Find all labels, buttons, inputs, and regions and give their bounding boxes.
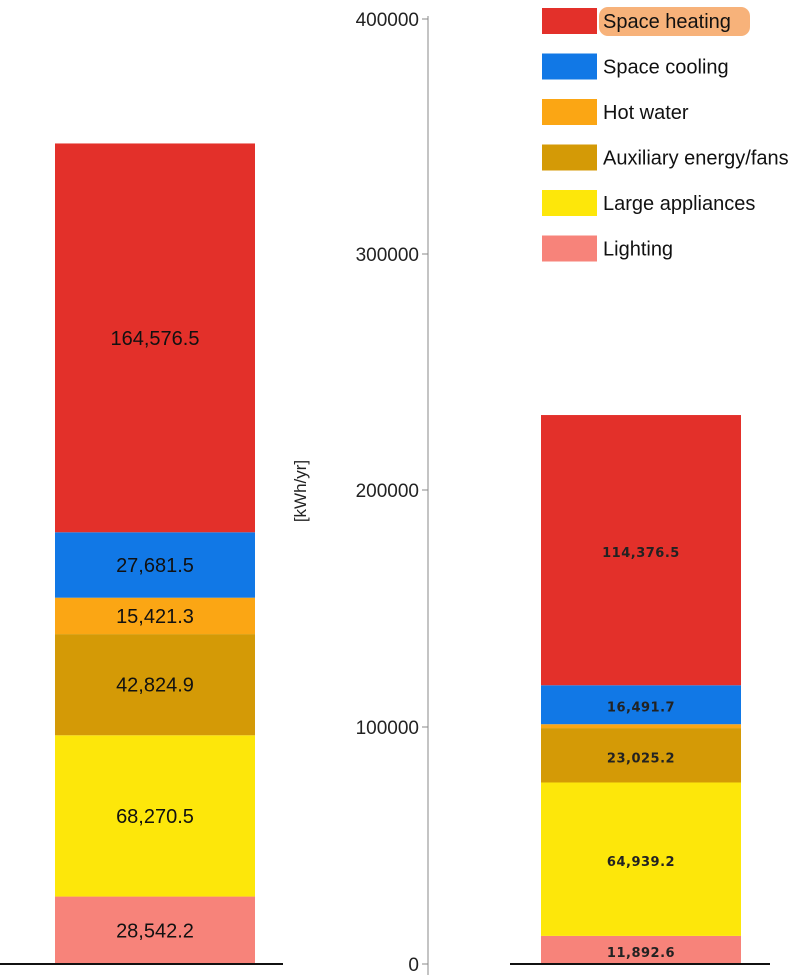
data-label-lighting: 11,892.6	[607, 946, 675, 961]
legend-label: Large appliances	[603, 193, 755, 215]
bar-segment-large-appliances[interactable]	[541, 782, 741, 936]
bar-segment-space-cooling[interactable]	[55, 532, 255, 598]
data-label-auxiliary-energy-fans: 42,824.9	[116, 675, 194, 697]
bar-segment-lighting[interactable]	[541, 935, 741, 964]
legend: Space heating Space cooling Hot water Auxil…	[542, 7, 789, 262]
y-axis: 0 100000 200000 300000 400000	[356, 10, 429, 975]
legend-swatch	[542, 235, 597, 262]
data-label-large-appliances: 64,939.2	[607, 855, 675, 870]
legend-item-large-appliances[interactable]: Large appliances	[542, 190, 755, 216]
legend-label: Space heating	[603, 11, 731, 33]
legend-item-space-cooling[interactable]: Space cooling	[542, 53, 729, 80]
data-label-space-heating: 164,576.5	[111, 328, 200, 350]
legend-label: Space cooling	[603, 57, 729, 79]
bar-segment-lighting[interactable]	[55, 896, 255, 964]
legend-item-auxiliary-energy-fans[interactable]: Auxiliary energy/fans	[542, 144, 789, 171]
y-tick-label: 400000	[356, 10, 419, 31]
bar-stack-left: 28,542.2 68,270.5 42,824.9 15,421.3 27,681.5…	[55, 143, 255, 964]
legend-swatch	[542, 190, 597, 216]
data-label-space-cooling: 16,491.7	[607, 701, 675, 716]
legend-swatch	[542, 144, 597, 171]
legend-swatch	[542, 99, 597, 125]
data-label-space-heating: 114,376.5	[602, 546, 680, 561]
data-label-auxiliary-energy-fans: 23,025.2	[607, 751, 675, 766]
legend-swatch	[542, 53, 597, 80]
bar-segment-large-appliances[interactable]	[55, 735, 255, 897]
bar-segment-auxiliary-energy-fans[interactable]	[55, 634, 255, 736]
legend-swatch	[542, 8, 597, 34]
data-label-lighting: 28,542.2	[116, 920, 194, 942]
legend-label: Auxiliary energy/fans	[603, 148, 789, 170]
y-axis-label: [kWh/yr]	[291, 460, 310, 522]
y-tick-label: 200000	[356, 481, 419, 502]
bar-segment-space-cooling[interactable]	[541, 685, 741, 725]
y-tick-label: 300000	[356, 245, 419, 266]
bar-segment-hot-water[interactable]	[55, 597, 255, 635]
legend-item-hot-water[interactable]: Hot water	[542, 99, 689, 125]
bar-segment-auxiliary-energy-fans[interactable]	[541, 728, 741, 783]
legend-item-lighting[interactable]: Lighting	[542, 235, 673, 262]
bar-stack-right: 11,892.6 64,939.2 23,025.2 16,491.7 114,376.…	[541, 415, 741, 964]
bar-segment-space-heating[interactable]	[541, 415, 741, 686]
data-label-space-cooling: 27,681.5	[116, 555, 194, 577]
y-tick-label: 0	[408, 955, 419, 975]
legend-highlight	[599, 7, 750, 36]
bar-segment-hot-water[interactable]	[541, 724, 741, 729]
legend-label: Lighting	[603, 239, 673, 261]
bar-segment-space-heating[interactable]	[55, 143, 255, 533]
legend-label: Hot water	[603, 102, 689, 124]
data-label-large-appliances: 68,270.5	[116, 806, 194, 828]
data-label-hot-water: 15,421.3	[116, 606, 194, 628]
legend-item-space-heating[interactable]: Space heating	[542, 7, 750, 36]
y-tick-label: 100000	[356, 718, 419, 739]
